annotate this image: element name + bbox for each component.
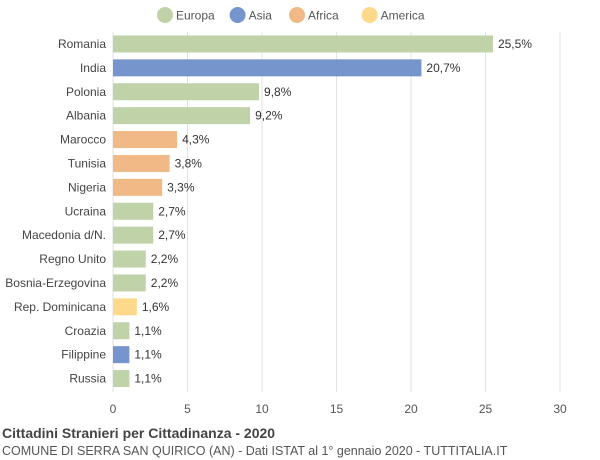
legend-swatch <box>361 7 378 23</box>
x-axis-ticks: 0 5 10 15 20 25 30 <box>110 402 567 416</box>
x-tick-label: 10 <box>255 402 269 416</box>
x-tick-label: 30 <box>553 402 567 416</box>
value-label: 25,5% <box>498 37 532 51</box>
value-label: 1,1% <box>134 324 162 338</box>
value-label: 9,8% <box>264 85 292 99</box>
value-labels: 25,5% 20,7% 9,8% 9,2% 4,3% 3,8% 3,3% 2,7% 2,7% 2,… <box>134 37 532 386</box>
bar <box>113 274 146 292</box>
y-tick-label: Polonia <box>66 85 106 99</box>
y-tick-label: Rep. Dominicana <box>14 300 106 314</box>
x-tick-label: 5 <box>184 402 191 416</box>
legend-label: America <box>381 9 425 23</box>
bar <box>113 346 130 364</box>
value-label: 1,1% <box>134 348 162 362</box>
y-tick-label: Marocco <box>60 133 106 147</box>
x-tick-label: 20 <box>404 402 418 416</box>
y-tick-label: Regno Unito <box>39 252 106 266</box>
value-label: 20,7% <box>426 61 460 75</box>
bar <box>113 83 260 101</box>
y-axis-labels: Romania India Polonia Albania Marocco Tunisia… <box>5 37 106 386</box>
value-label: 2,7% <box>158 204 186 218</box>
y-tick-label: India <box>80 61 106 75</box>
legend-swatch <box>229 7 246 23</box>
x-tick-label: 15 <box>330 402 344 416</box>
value-label: 9,2% <box>255 109 283 123</box>
y-tick-label: Croazia <box>65 324 107 338</box>
bar <box>113 202 154 220</box>
legend-label: Africa <box>308 9 339 23</box>
legend-swatch <box>289 7 305 23</box>
chart-title: Cittadini Stranieri per Cittadinanza - 2… <box>2 425 276 441</box>
bar <box>113 59 422 77</box>
bar <box>113 178 163 196</box>
bar <box>113 250 146 268</box>
y-tick-label: Albania <box>66 109 106 123</box>
bar <box>113 322 130 340</box>
y-tick-label: Romania <box>58 37 106 51</box>
legend-swatch <box>157 7 173 23</box>
y-tick-label: Russia <box>69 372 106 386</box>
y-tick-label: Bosnia-Erzegovina <box>5 276 106 290</box>
bar <box>113 154 170 172</box>
bars <box>113 35 493 388</box>
x-tick-label: 0 <box>110 402 117 416</box>
bar <box>113 35 493 53</box>
y-tick-label: Filippine <box>61 348 106 362</box>
bar <box>113 370 130 388</box>
value-label: 3,8% <box>175 156 203 170</box>
x-tick-label: 25 <box>479 402 493 416</box>
y-tick-label: Macedonia d/N. <box>22 228 106 242</box>
bar <box>113 298 137 316</box>
legend-label: Asia <box>249 9 273 23</box>
value-label: 1,6% <box>142 300 170 314</box>
legend-label: Europa <box>176 9 215 23</box>
bar <box>113 107 251 125</box>
y-tick-label: Ucraina <box>65 204 107 218</box>
y-tick-label: Nigeria <box>68 180 106 194</box>
value-label: 1,1% <box>134 372 162 386</box>
value-label: 2,7% <box>158 228 186 242</box>
value-label: 4,3% <box>182 133 210 147</box>
chart-subtitle: COMUNE DI SERRA SAN QUIRICO (AN) - Dati … <box>2 444 508 458</box>
bar <box>113 226 154 244</box>
bar <box>113 131 178 149</box>
legend: Europa Asia Africa America <box>157 7 425 23</box>
y-tick-label: Tunisia <box>68 156 107 170</box>
value-label: 2,2% <box>151 252 179 266</box>
bar-chart: Europa Asia Africa America Romania India Polo… <box>5 7 567 416</box>
value-label: 3,3% <box>167 180 195 194</box>
value-label: 2,2% <box>151 276 179 290</box>
